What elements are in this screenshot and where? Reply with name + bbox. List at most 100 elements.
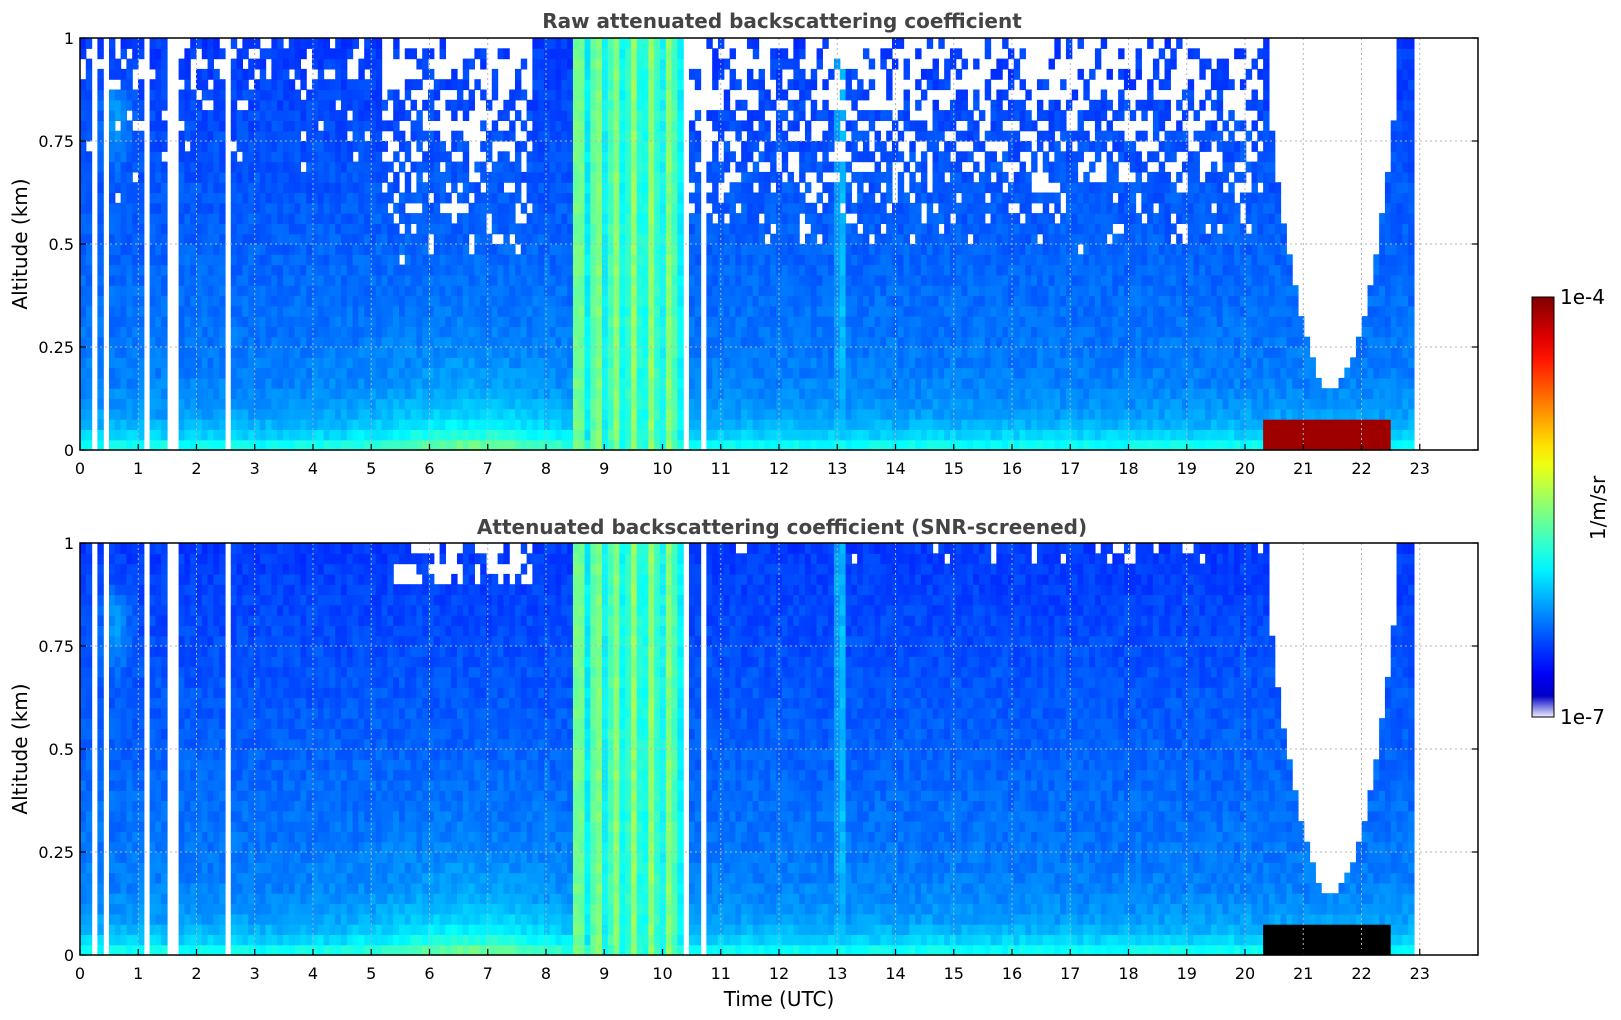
heat-cell (804, 264, 812, 276)
heat-cell (329, 110, 336, 121)
heat-cell (741, 213, 748, 224)
heat-cell (277, 130, 284, 142)
heat-cell (630, 295, 638, 307)
heat-cell (694, 213, 702, 224)
heat-cell (480, 120, 487, 132)
heat-cell (828, 295, 835, 307)
heat-cell (520, 120, 528, 132)
heat-cell (497, 151, 504, 163)
heat-cell (468, 408, 475, 420)
heat-cell (555, 274, 562, 286)
heat-cell (352, 316, 359, 327)
heat-cell (149, 419, 156, 430)
heat-cell (810, 419, 818, 430)
heat-cell (810, 68, 818, 80)
heat-cell (364, 182, 371, 194)
heat-cell (213, 367, 220, 379)
heat-cell (277, 89, 284, 101)
heat-cell (132, 38, 139, 49)
heat-cell (474, 213, 481, 224)
heat-cell (138, 274, 145, 286)
heat-cell (665, 408, 673, 420)
heat-cell (149, 58, 156, 70)
heat-cell (729, 357, 736, 369)
heat-cell (462, 110, 470, 121)
heat-cell (358, 316, 365, 327)
heat-cell (80, 202, 87, 214)
heat-cell (926, 38, 934, 49)
heat-cell (149, 38, 156, 49)
heat-cell (300, 213, 307, 224)
heat-cell (787, 439, 794, 451)
heat-cell (741, 161, 748, 173)
heat-cell (207, 151, 214, 163)
heat-cell (306, 99, 313, 111)
heat-cell (149, 388, 156, 400)
heat-cell (729, 151, 736, 163)
heat-cell (230, 89, 238, 101)
heat-cell (520, 347, 528, 358)
heat-cell (248, 182, 255, 194)
heat-cell (456, 347, 464, 358)
heat-cell (543, 233, 551, 245)
heat-cell (329, 316, 336, 327)
heat-cell (120, 367, 127, 379)
heat-cell (770, 347, 777, 358)
heat-cell (648, 171, 655, 183)
heat-cell (138, 367, 145, 379)
heat-cell (839, 357, 847, 369)
heat-cell (932, 233, 939, 245)
heat-cell (671, 305, 678, 317)
heat-cell (474, 223, 481, 235)
heat-cell (120, 223, 127, 235)
heat-cell (532, 202, 539, 214)
heat-cell (903, 347, 910, 358)
heat-cell (555, 398, 562, 410)
heat-cell (184, 254, 191, 266)
heat-cell (190, 48, 197, 60)
heat-cell (433, 419, 441, 430)
heat-cell (80, 316, 87, 327)
heat-cell (381, 357, 388, 369)
heat-cell (590, 264, 597, 276)
heat-cell (416, 120, 423, 132)
heat-cell (793, 336, 800, 348)
heat-cell (311, 223, 319, 235)
heat-cell (567, 347, 574, 358)
heat-cell (462, 274, 470, 286)
heat-cell (364, 38, 371, 49)
heat-cell (219, 120, 226, 132)
heat-cell (433, 408, 441, 420)
heat-cell (468, 89, 475, 101)
heat-cell (213, 285, 220, 297)
heat-cell (781, 182, 789, 194)
heat-cell (213, 79, 220, 91)
heat-cell (236, 439, 243, 451)
heat-cell (381, 120, 388, 132)
heat-cell (926, 336, 934, 348)
heat-cell (584, 223, 591, 235)
heat-cell (752, 38, 760, 49)
heat-cell (358, 213, 365, 224)
heat-cell (532, 79, 539, 91)
heat-cell (132, 233, 139, 245)
heat-cell (590, 326, 597, 338)
heat-cell (654, 223, 661, 235)
heat-cell (253, 419, 261, 430)
heat-cell (335, 388, 342, 400)
heat-cell (427, 213, 435, 224)
heat-cell (375, 68, 383, 80)
heat-cell (85, 244, 93, 255)
heat-cell (897, 254, 905, 266)
heat-cell (114, 130, 122, 142)
heat-cell (572, 388, 580, 400)
heat-cell (474, 357, 481, 369)
heat-cell (219, 99, 226, 111)
heat-cell (277, 419, 284, 430)
heat-cell (851, 439, 858, 451)
heat-cell (462, 357, 470, 369)
heat-cell (932, 305, 939, 317)
heat-cell (804, 357, 812, 369)
heat-cell (578, 192, 586, 204)
heat-cell (741, 357, 748, 369)
